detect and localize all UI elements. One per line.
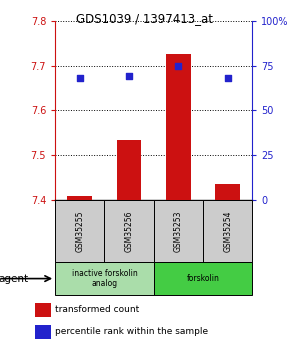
Text: GSM35254: GSM35254 — [223, 210, 232, 252]
Bar — [55, 200, 104, 262]
Point — [77, 75, 82, 81]
Text: percentile rank within the sample: percentile rank within the sample — [55, 327, 208, 336]
Bar — [154, 262, 252, 295]
Text: GSM35255: GSM35255 — [75, 210, 84, 252]
Bar — [67, 196, 92, 200]
Text: GSM35253: GSM35253 — [174, 210, 183, 252]
Text: inactive forskolin
analog: inactive forskolin analog — [72, 269, 137, 288]
Text: GDS1039 / 1397413_at: GDS1039 / 1397413_at — [77, 12, 213, 25]
Text: transformed count: transformed count — [55, 305, 139, 314]
Bar — [215, 185, 240, 200]
Point — [127, 73, 131, 79]
Bar — [35, 303, 51, 317]
Point — [225, 75, 230, 81]
Text: agent: agent — [0, 274, 28, 284]
Bar — [154, 200, 203, 262]
Text: forskolin: forskolin — [186, 274, 220, 283]
Bar — [35, 325, 51, 339]
Text: GSM35256: GSM35256 — [124, 210, 134, 252]
Bar — [166, 55, 191, 200]
Bar — [55, 262, 154, 295]
Bar — [203, 200, 252, 262]
Bar — [104, 200, 154, 262]
Bar — [117, 140, 142, 200]
Point — [176, 63, 181, 68]
